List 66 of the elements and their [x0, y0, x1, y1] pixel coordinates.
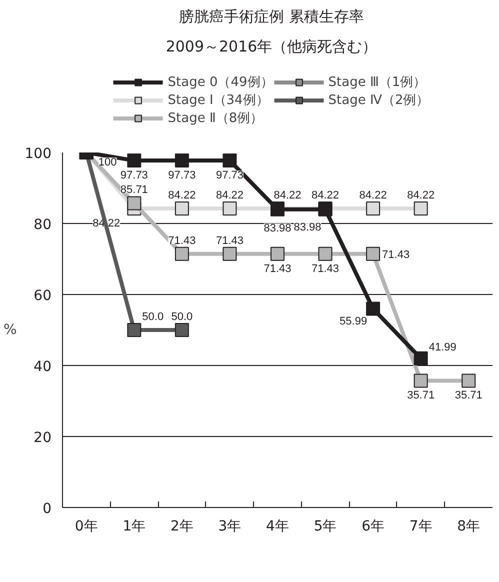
point	[366, 202, 380, 216]
y-tick-label: 0	[42, 501, 52, 517]
data-label: 84.22	[216, 190, 244, 202]
data-label: 83.98	[294, 221, 322, 234]
x-tick-label: 6年	[362, 518, 385, 534]
data-label: 85.71	[120, 184, 148, 196]
point	[222, 202, 237, 216]
data-label: 71.43	[168, 234, 196, 247]
y-tick-label: 20	[34, 430, 52, 446]
point	[366, 302, 380, 316]
data-label: 84.22	[359, 190, 387, 202]
data-label: 71.43	[216, 234, 244, 247]
data-label: 84.22	[168, 190, 196, 202]
data-label: 97.73	[168, 170, 196, 182]
x-tick-label: 4年	[266, 518, 289, 534]
data-label: 97.73	[216, 170, 244, 182]
y-axis-title: %	[3, 322, 17, 338]
y-tick-label: 60	[34, 288, 52, 304]
data-label: 55.99	[340, 316, 368, 328]
data-label: 84.22	[312, 190, 340, 202]
point	[222, 154, 237, 168]
x-tick-label: 3年	[218, 518, 242, 534]
point	[174, 246, 189, 261]
point	[270, 246, 284, 261]
point	[174, 202, 189, 216]
legend-label: Stage Ⅳ（2例）	[328, 92, 430, 109]
data-label: 41.99	[428, 341, 456, 354]
point	[462, 374, 476, 388]
x-tick-label: 1年	[122, 518, 146, 534]
data-label: 97.73	[120, 170, 148, 182]
point	[127, 323, 142, 337]
x-tick-label: 8年	[457, 518, 480, 534]
data-label: 71.43	[312, 262, 340, 275]
data-label: 50.0	[171, 311, 193, 323]
y-tick-label: 80	[34, 217, 52, 233]
legend-label: Stage Ⅱ（8例）	[168, 110, 264, 127]
point	[222, 246, 237, 261]
data-label: 35.71	[454, 390, 482, 402]
data-label: 71.43	[264, 262, 292, 275]
legend-label: Stage Ⅲ（1例）	[328, 74, 426, 91]
chart-subtitle: 2009～2016年（他病死含む）	[166, 38, 378, 56]
data-label: 50.0	[142, 311, 164, 323]
data-label: 83.98	[264, 222, 292, 234]
data-label: 100	[98, 156, 117, 168]
point	[414, 351, 428, 366]
point	[127, 196, 142, 210]
point	[174, 154, 189, 168]
data-label: 71.43	[382, 248, 410, 261]
point	[414, 374, 428, 388]
y-tick-label: 40	[34, 359, 52, 375]
point	[414, 202, 428, 216]
point	[127, 154, 142, 168]
x-tick-label: 5年	[314, 518, 337, 534]
point	[318, 246, 332, 261]
data-label: 84.22	[407, 190, 435, 202]
legend-label: Stage 0（49例）	[168, 74, 274, 91]
point	[366, 246, 380, 261]
chart-title: 膀胱癌手術症例 累積生存率	[179, 8, 364, 26]
x-tick-label: 7年	[409, 518, 432, 534]
point	[174, 323, 189, 337]
data-label: 35.71	[407, 390, 435, 402]
x-tick-label: 2年	[170, 518, 194, 534]
y-tick-label: 100	[24, 146, 52, 162]
legend-label: Stage Ⅰ（34例）	[168, 92, 269, 109]
x-tick-label: 0年	[74, 518, 98, 534]
data-label: 84.22	[274, 190, 302, 202]
